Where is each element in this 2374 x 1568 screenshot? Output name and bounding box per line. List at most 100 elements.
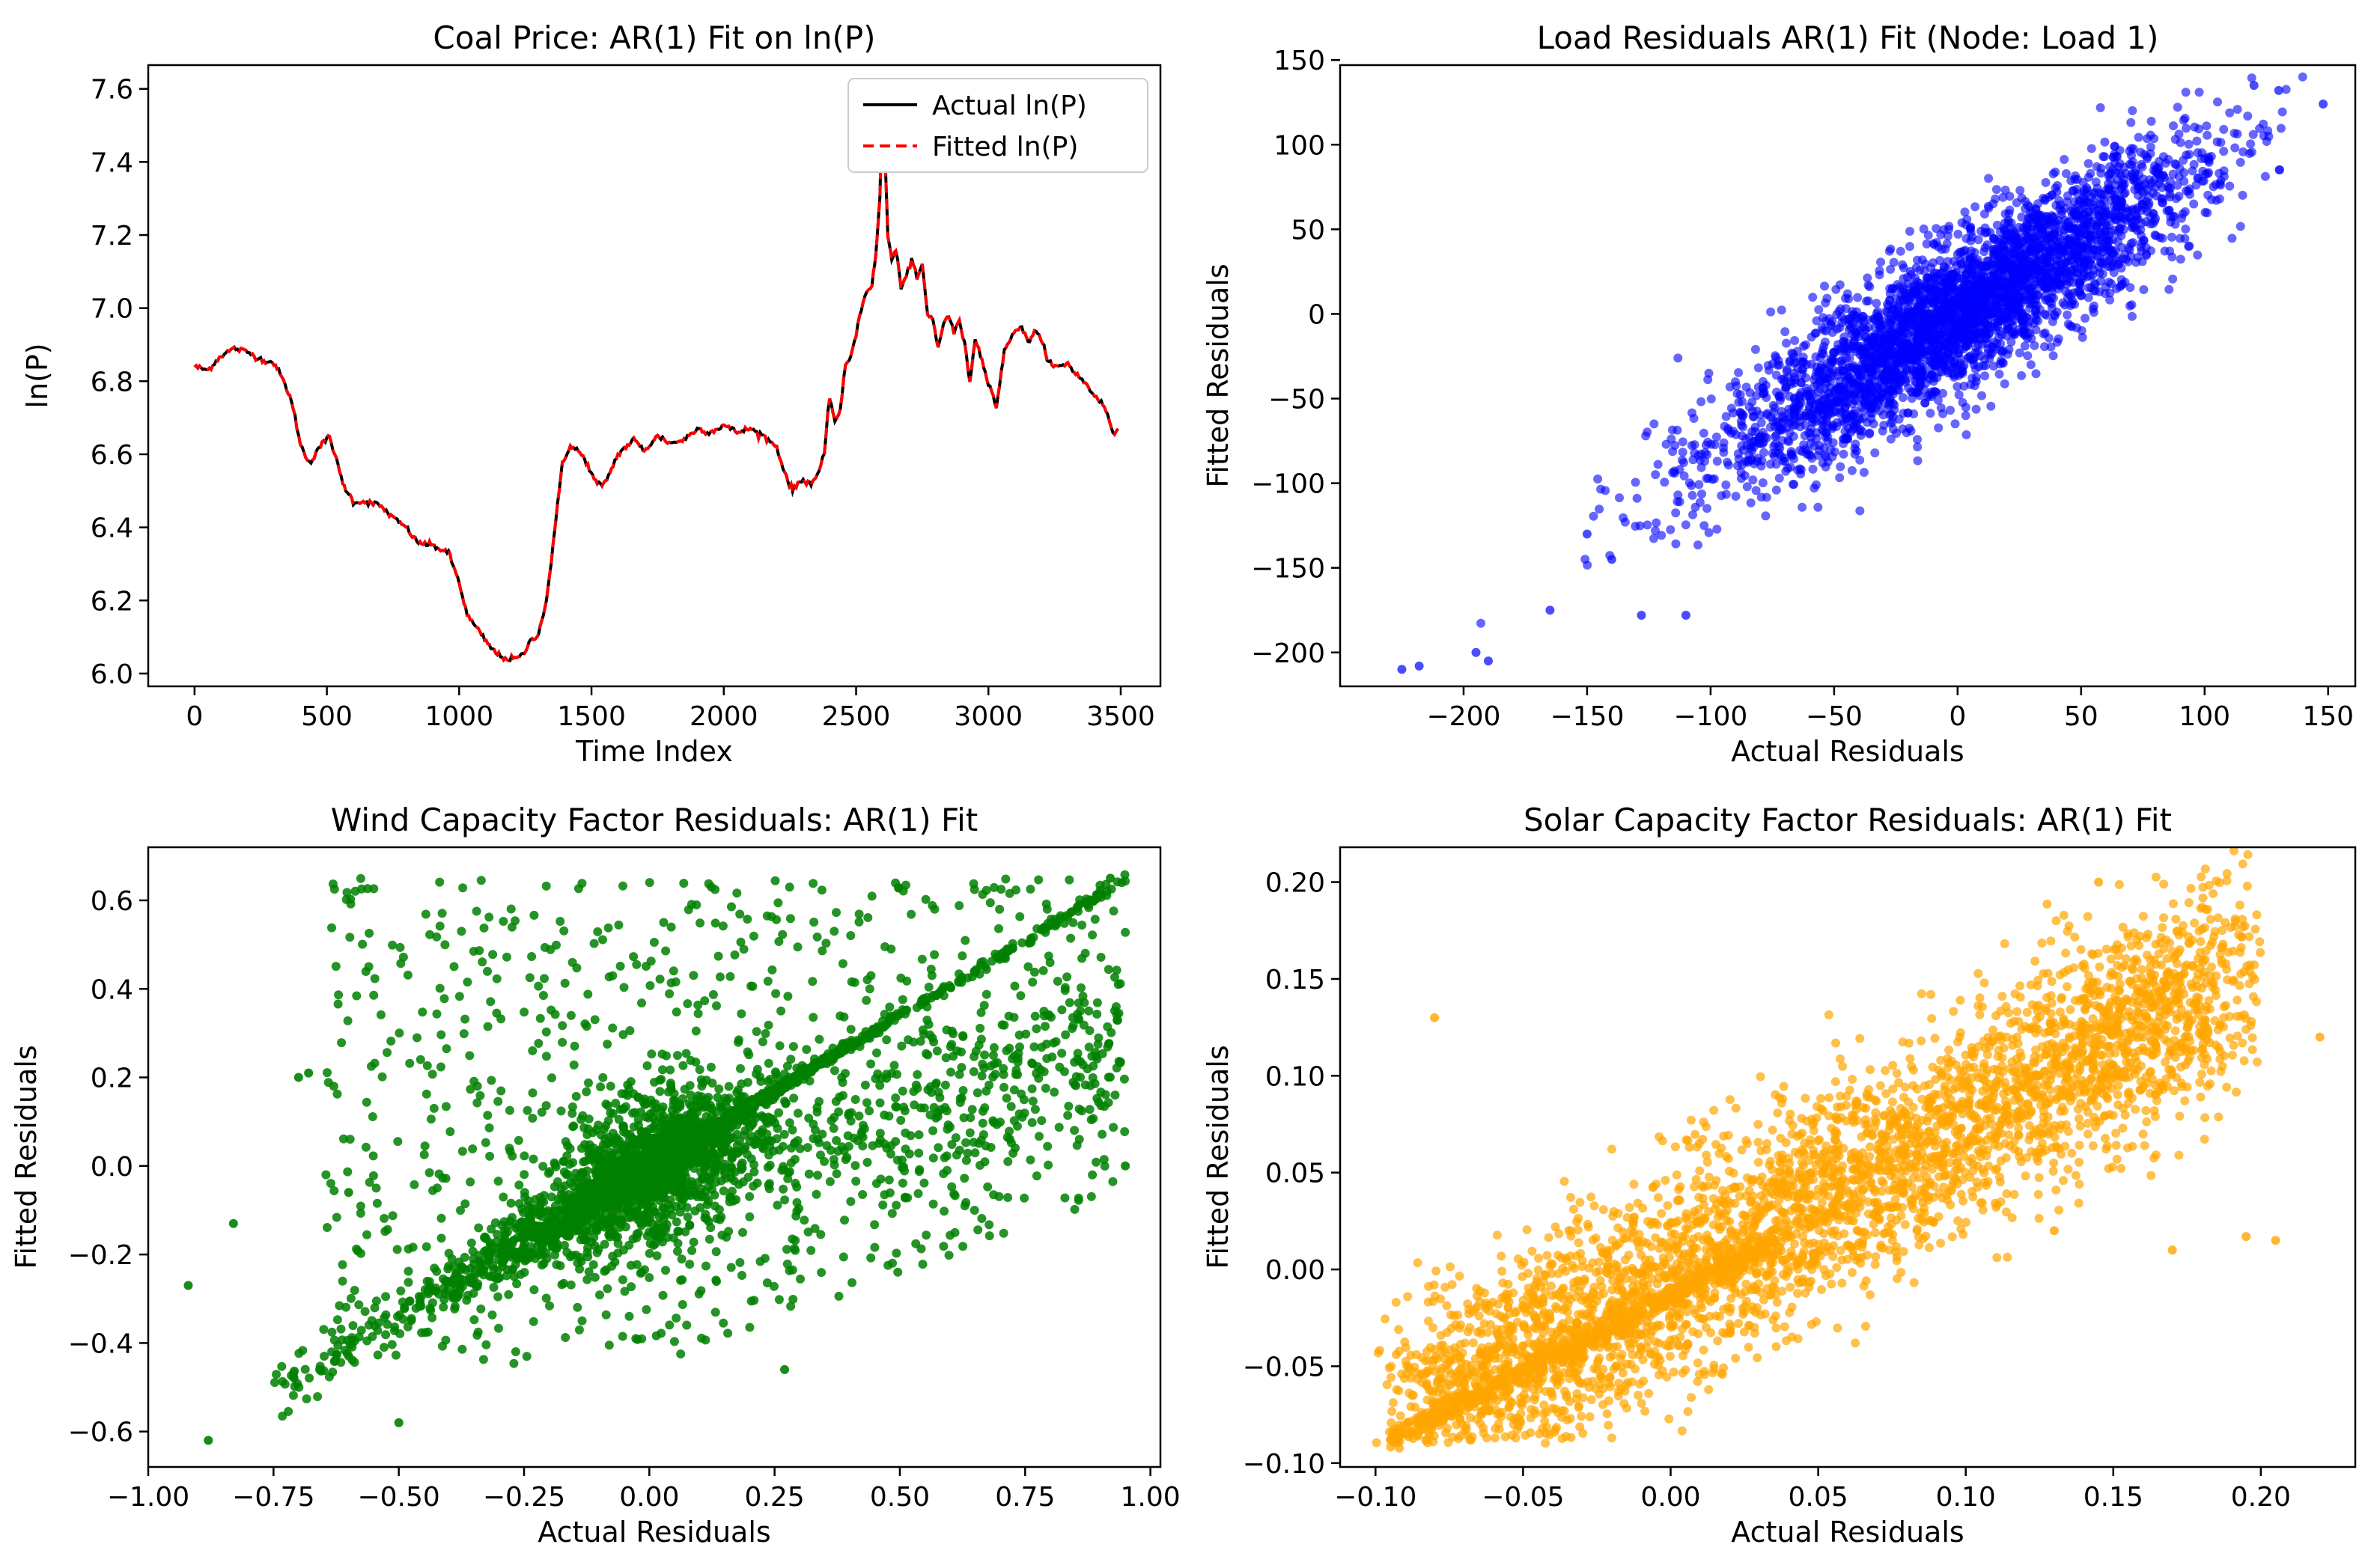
scatter-point (290, 1382, 299, 1391)
y-tick-label: 6.0 (91, 659, 133, 690)
scatter-point (1711, 432, 1721, 442)
scatter-point (1984, 174, 1994, 183)
x-tick-label: 1500 (557, 701, 626, 732)
scatter-point (2051, 275, 2061, 285)
scatter-point (2170, 219, 2180, 229)
scatter-point (2093, 251, 2102, 261)
scatter-point (2005, 245, 2015, 254)
scatter-point (1693, 451, 1703, 460)
scatter-point (1819, 443, 1829, 453)
scatter-point (2233, 129, 2242, 138)
scatter-point (1753, 363, 1763, 373)
scatter-point (1745, 388, 1755, 397)
scatter-point (2079, 198, 2089, 207)
scatter-point (1736, 416, 1746, 426)
scatter-point (2045, 257, 2055, 267)
scatter-point (2131, 211, 2141, 221)
scatter-point (1964, 279, 1973, 289)
scatter-point (1830, 397, 1840, 407)
scatter-point (1932, 295, 1941, 305)
scatter-point (1950, 419, 1960, 429)
scatter-point (2017, 254, 2026, 264)
scatter-point (2160, 246, 2170, 256)
scatter-point (2054, 216, 2063, 225)
scatter-point (1643, 520, 1652, 530)
scatter-point (1832, 324, 1842, 334)
scatter-point (2154, 179, 2164, 189)
scatter-point (892, 1009, 902, 1019)
scatter-point (1980, 371, 1990, 381)
scatter-point (2178, 209, 2188, 219)
scatter-point (1851, 439, 1860, 449)
scatter-point (1980, 223, 1990, 233)
x-tick-label: 2500 (822, 701, 891, 732)
scatter-point (1911, 273, 1920, 283)
scatter-point (2125, 245, 2134, 254)
scatter-point (1699, 521, 1709, 531)
scatter-point (1923, 299, 1933, 309)
scatter-point (1785, 356, 1795, 366)
scatter-point (2139, 285, 2149, 294)
scatter-point (1853, 293, 1863, 302)
scatter-point (1968, 332, 1978, 342)
y-axis-label: ln(P) (21, 343, 54, 408)
scatter-point (1768, 359, 1777, 368)
scatter-point (1712, 525, 1722, 534)
scatter-point (2143, 185, 2152, 195)
scatter-point (2219, 166, 2229, 176)
scatter-point (1874, 397, 1883, 406)
scatter-point (1693, 540, 1702, 550)
scatter-point (1992, 220, 2002, 230)
scatter-point (2128, 144, 2138, 153)
scatter-point (305, 1373, 314, 1383)
scatter-point (427, 1313, 437, 1323)
scatter-point (1792, 347, 1802, 356)
scatter-point (1915, 265, 1925, 275)
scatter-point (1762, 393, 1771, 403)
scatter-point (1973, 347, 1983, 356)
x-tick-label: 0 (1949, 701, 1966, 732)
scatter-point (328, 1367, 338, 1377)
scatter-point (380, 1343, 389, 1352)
scatter-point (1885, 289, 1895, 299)
scatter-point (1874, 351, 1883, 360)
y-tick-label: 0.4 (91, 974, 133, 1005)
scatter-point (1875, 270, 1884, 280)
scatter-point (2193, 174, 2203, 183)
scatter-point (278, 1412, 287, 1421)
scatter-point (1750, 344, 1760, 354)
scatter-point (336, 1324, 346, 1334)
scatter-point (1697, 489, 1706, 498)
scatter-point (2262, 137, 2271, 146)
scatter-point (1899, 287, 1908, 297)
scatter-point (2164, 155, 2173, 164)
scatter-point (2193, 250, 2203, 260)
scatter-point (2203, 130, 2212, 140)
y-tick-label: 0.6 (91, 886, 133, 917)
scatter-point (1879, 421, 1889, 430)
scatter-point (2000, 218, 2009, 228)
scatter-point (1721, 480, 1731, 489)
scatter-point (2175, 234, 2185, 243)
scatter-point (2219, 124, 2229, 134)
scatter-point (1905, 227, 1914, 236)
x-tick-label: −1.00 (107, 1482, 189, 1513)
scatter-point (430, 1263, 439, 1273)
scatter-point (1719, 448, 1729, 457)
scatter-point (381, 1310, 391, 1320)
scatter-point (1970, 202, 1980, 212)
scatter-point (373, 1350, 383, 1360)
scatter-point (1919, 352, 1929, 362)
series-line-fitted (193, 90, 1120, 663)
scatter-point (1832, 310, 1842, 320)
scatter-point (2134, 132, 2143, 142)
scatter-point (1818, 313, 1828, 323)
x-tick-label: 150 (2302, 701, 2354, 732)
scatter-point (2255, 123, 2265, 133)
scatter-point (1956, 247, 1966, 257)
scatter-point (2167, 232, 2176, 242)
scatter-point (2060, 204, 2069, 213)
scatter-point (2037, 260, 2047, 269)
scatter-point (2121, 168, 2131, 178)
